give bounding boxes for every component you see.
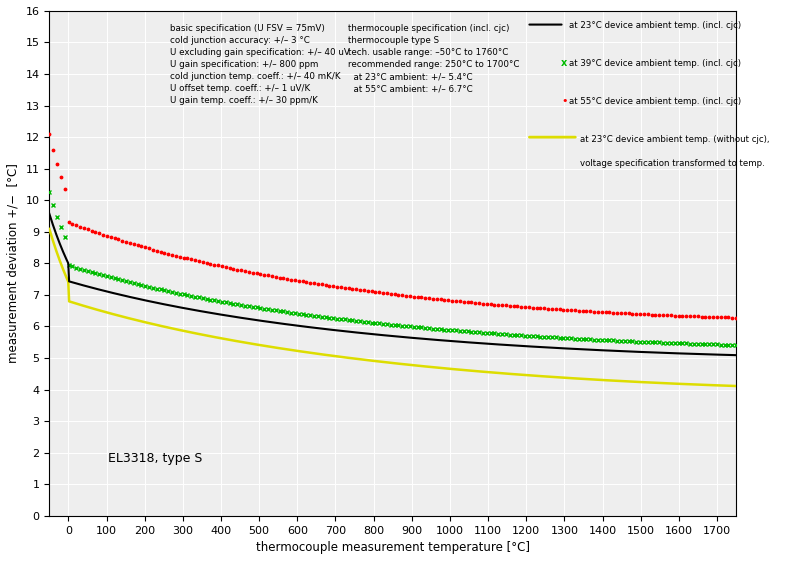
Y-axis label: measurement deviation +/−  [°C]: measurement deviation +/− [°C] xyxy=(7,163,20,364)
X-axis label: thermocouple measurement temperature [°C]: thermocouple measurement temperature [°C… xyxy=(255,541,530,554)
Text: at 23°C device ambient temp. (incl. cjc): at 23°C device ambient temp. (incl. cjc) xyxy=(569,21,741,30)
Text: at 23°C device ambient temp. (without cjc),: at 23°C device ambient temp. (without cj… xyxy=(580,135,770,144)
Text: voltage specification transformed to temp.: voltage specification transformed to tem… xyxy=(580,159,765,168)
Text: EL3318, type S: EL3318, type S xyxy=(108,452,202,465)
Text: x: x xyxy=(561,58,568,68)
Text: at 39°C device ambient temp. (incl. cjc): at 39°C device ambient temp. (incl. cjc) xyxy=(569,59,741,68)
Text: basic specification (U FSV = 75mV)
cold junction accuracy: +/– 3 °C
U excluding : basic specification (U FSV = 75mV) cold … xyxy=(170,24,350,105)
Text: •: • xyxy=(561,96,568,106)
Text: at 55°C device ambient temp. (incl. cjc): at 55°C device ambient temp. (incl. cjc) xyxy=(569,96,741,106)
Text: thermocouple specification (incl. cjc)
thermocouple type S
tech. usable range: –: thermocouple specification (incl. cjc) t… xyxy=(348,24,519,93)
